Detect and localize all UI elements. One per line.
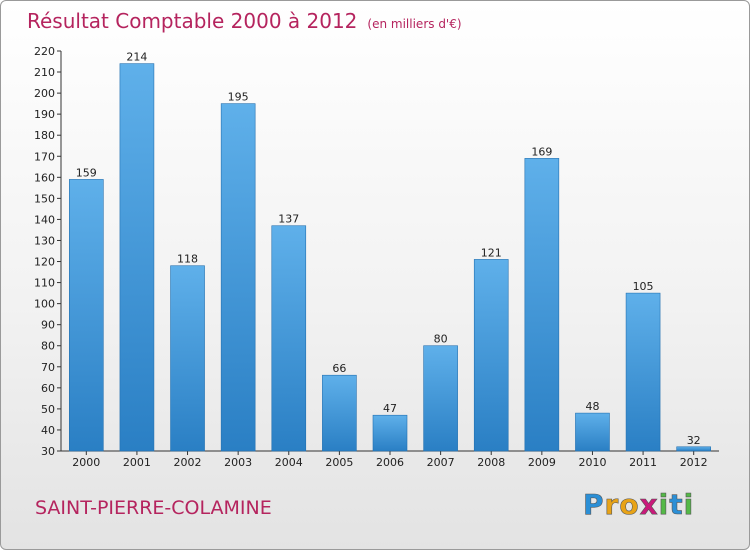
y-tick-label: 130 bbox=[34, 234, 55, 247]
data-label: 121 bbox=[481, 246, 502, 259]
y-tick-label: 180 bbox=[34, 129, 55, 142]
y-tick-label: 140 bbox=[34, 213, 55, 226]
x-tick-label: 2012 bbox=[680, 456, 708, 469]
logo-letter: t bbox=[669, 488, 684, 522]
y-tick-label: 220 bbox=[34, 45, 55, 58]
bar bbox=[220, 103, 256, 452]
logo-letter: r bbox=[604, 488, 620, 522]
bar bbox=[625, 292, 661, 452]
y-tick-label: 170 bbox=[34, 150, 55, 163]
axes: 30 40 50 60 70 80 90 100 110 120 130 140 150 160 170 18… bbox=[34, 45, 719, 469]
x-tick-label: 2008 bbox=[477, 456, 505, 469]
bar bbox=[575, 412, 610, 452]
data-label: 118 bbox=[177, 253, 198, 266]
chart-title: Résultat Comptable 2000 à 2012 (en millie… bbox=[27, 9, 462, 33]
data-label: 105 bbox=[633, 280, 654, 293]
y-tick-label: 110 bbox=[34, 277, 55, 290]
x-tick-label: 2010 bbox=[578, 456, 606, 469]
logo-letter: i bbox=[658, 488, 670, 522]
x-tick-label: 2004 bbox=[275, 456, 303, 469]
data-label: 159 bbox=[76, 166, 97, 179]
commune-name: SAINT-PIERRE-COLAMINE bbox=[35, 497, 272, 519]
y-tick-label: 100 bbox=[34, 298, 55, 311]
bar bbox=[322, 374, 357, 452]
data-label: 195 bbox=[228, 91, 249, 104]
y-tick-label: 40 bbox=[41, 424, 55, 437]
bar bbox=[119, 63, 155, 452]
bar bbox=[473, 259, 509, 452]
proxiti-logo: Proxiti bbox=[583, 488, 695, 522]
data-label: 214 bbox=[126, 51, 147, 64]
x-tick-label: 2009 bbox=[528, 456, 556, 469]
x-tick-label: 2002 bbox=[174, 456, 202, 469]
y-tick-label: 60 bbox=[41, 382, 55, 395]
y-tick-label: 200 bbox=[34, 87, 55, 100]
title-text: Résultat Comptable 2000 à 2012 bbox=[27, 9, 358, 33]
x-tick-label: 2003 bbox=[224, 456, 252, 469]
bar bbox=[271, 225, 307, 452]
bar bbox=[69, 179, 104, 452]
bar bbox=[170, 265, 205, 452]
y-tick-label: 70 bbox=[41, 361, 55, 374]
data-label: 137 bbox=[278, 213, 299, 226]
y-tick-label: 210 bbox=[34, 66, 55, 79]
y-tick-label: 30 bbox=[41, 445, 55, 458]
x-tick-label: 2005 bbox=[325, 456, 353, 469]
data-label: 169 bbox=[531, 145, 552, 158]
y-tick-label: 50 bbox=[41, 403, 55, 416]
bar bbox=[524, 158, 560, 452]
data-label: 66 bbox=[332, 362, 346, 375]
y-tick-label: 150 bbox=[34, 192, 55, 205]
data-label: 47 bbox=[383, 402, 397, 415]
x-tick-label: 2001 bbox=[123, 456, 151, 469]
y-tick-label: 90 bbox=[41, 319, 55, 332]
y-tick-label: 190 bbox=[34, 108, 55, 121]
logo-letter: o bbox=[619, 488, 640, 522]
x-tick-label: 2011 bbox=[629, 456, 657, 469]
x-tick-label: 2006 bbox=[376, 456, 404, 469]
logo-letter: P bbox=[583, 488, 605, 522]
data-label: 80 bbox=[434, 333, 448, 346]
bar bbox=[372, 414, 408, 452]
x-tick-label: 2007 bbox=[427, 456, 455, 469]
logo-letter: i bbox=[683, 488, 695, 522]
bar bbox=[676, 446, 711, 452]
bars: 159 214 118 195 137 66 47 80 121 169 48 105 32 bbox=[69, 51, 711, 452]
data-label: 32 bbox=[687, 434, 701, 447]
y-tick-label: 120 bbox=[34, 256, 55, 269]
y-tick-label: 160 bbox=[34, 171, 55, 184]
data-label: 48 bbox=[585, 400, 599, 413]
y-tick-label: 80 bbox=[41, 340, 55, 353]
bar bbox=[423, 345, 458, 452]
unit-text: (en milliers d'€) bbox=[367, 17, 462, 31]
x-tick-label: 2000 bbox=[72, 456, 100, 469]
logo-letter: x bbox=[639, 488, 659, 522]
